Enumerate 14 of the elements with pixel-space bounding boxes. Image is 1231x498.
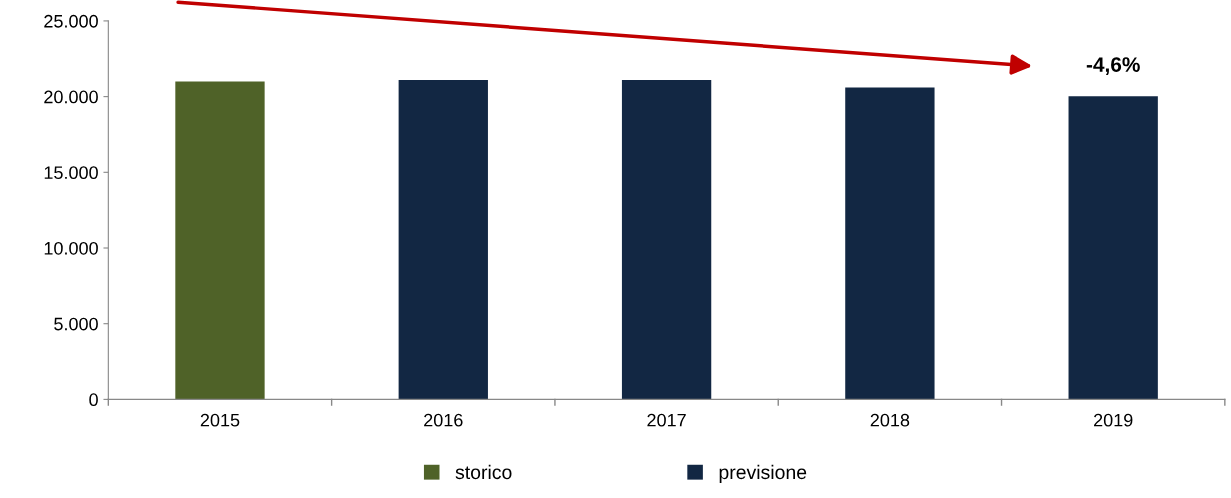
- y-tick-label: 15.000: [44, 166, 98, 180]
- x-tick-label: 2016: [424, 413, 463, 427]
- x-tick-label: 2015: [200, 413, 240, 427]
- annotation: -4,6%: [1086, 57, 1140, 75]
- y-tick-label: 10.000: [44, 241, 98, 255]
- y-tick-label: 5.000: [54, 317, 98, 331]
- x-tick-label: 2017: [647, 413, 686, 427]
- y-tick-label: 25.000: [44, 14, 98, 28]
- y-tick-label: 0: [89, 393, 98, 407]
- legend-label: previsione: [719, 464, 807, 483]
- legend-label: storico: [455, 464, 512, 480]
- x-tick-label: 2018: [870, 413, 910, 427]
- x-tick-label: 2019: [1094, 413, 1133, 427]
- y-tick-label: 20.000: [44, 90, 98, 104]
